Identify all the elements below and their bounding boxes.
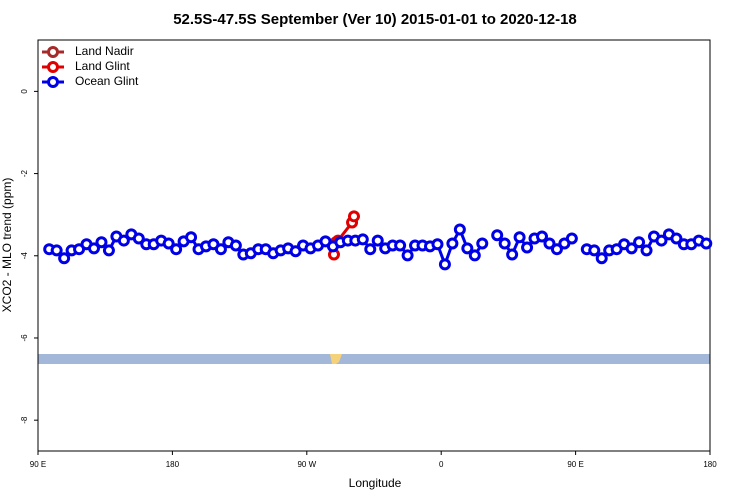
chart-title: 52.5S-47.5S September (Ver 10) 2015-01-0… (173, 11, 577, 28)
y-tick-label: -4 (20, 252, 29, 260)
data-point (543, 237, 556, 250)
legend-label: Land Nadir (75, 44, 134, 58)
data-point (401, 249, 414, 262)
x-tick-label: 90 W (297, 460, 316, 469)
legend-marker (47, 46, 59, 58)
x-tick-label: 0 (439, 460, 444, 469)
data-point (640, 244, 653, 257)
data-point (588, 244, 601, 257)
y-tick-label: -6 (20, 334, 29, 342)
legend-label: Ocean Glint (75, 74, 139, 88)
legend-marker (47, 76, 59, 88)
data-point (214, 243, 227, 256)
data-point (595, 252, 608, 265)
x-axis-label: Longitude (349, 476, 402, 490)
x-tick-label: 90 E (567, 460, 583, 469)
x-tick-label: 180 (166, 460, 180, 469)
data-point (700, 237, 713, 250)
data-point (565, 232, 578, 245)
data-point (394, 239, 407, 252)
data-point (356, 233, 369, 246)
y-tick-label: -8 (20, 416, 29, 424)
data-point (117, 234, 130, 247)
y-axis-label: XCO2 - MLO trend (ppm) (0, 178, 14, 313)
data-point (468, 249, 481, 262)
data-point (229, 239, 242, 252)
y-tick-label: 0 (20, 89, 29, 94)
data-point (476, 237, 489, 250)
legend-label: Land Glint (75, 59, 130, 73)
data-point (506, 248, 519, 261)
y-tick-label: -2 (20, 169, 29, 177)
data-point (88, 242, 100, 255)
data-point (491, 229, 504, 242)
x-tick-label: 180 (703, 460, 717, 469)
map-strip (38, 354, 710, 364)
data-point (446, 237, 459, 250)
data-point (185, 231, 198, 244)
data-point (50, 244, 63, 257)
data-point (95, 236, 108, 249)
data-point (102, 244, 115, 257)
data-point (513, 231, 526, 244)
data-point (289, 245, 302, 258)
data-point (521, 241, 534, 254)
data-point (364, 243, 377, 256)
x-tick-label: 90 E (30, 460, 46, 469)
data-point (453, 223, 466, 236)
data-point (670, 232, 683, 245)
data-point (655, 234, 668, 247)
data-point (438, 258, 451, 271)
data-point (132, 232, 145, 245)
data-point (170, 243, 183, 256)
data-point (536, 230, 548, 243)
data-point (347, 210, 360, 223)
data-point (625, 242, 638, 255)
legend-marker (47, 61, 59, 73)
data-point (162, 237, 175, 250)
data-point (550, 243, 563, 256)
data-point (58, 252, 71, 265)
map-land (330, 354, 342, 364)
data-point (633, 236, 646, 249)
data-point (498, 237, 511, 250)
data-point (431, 238, 444, 251)
data-point (461, 242, 474, 255)
data-point (371, 234, 384, 247)
